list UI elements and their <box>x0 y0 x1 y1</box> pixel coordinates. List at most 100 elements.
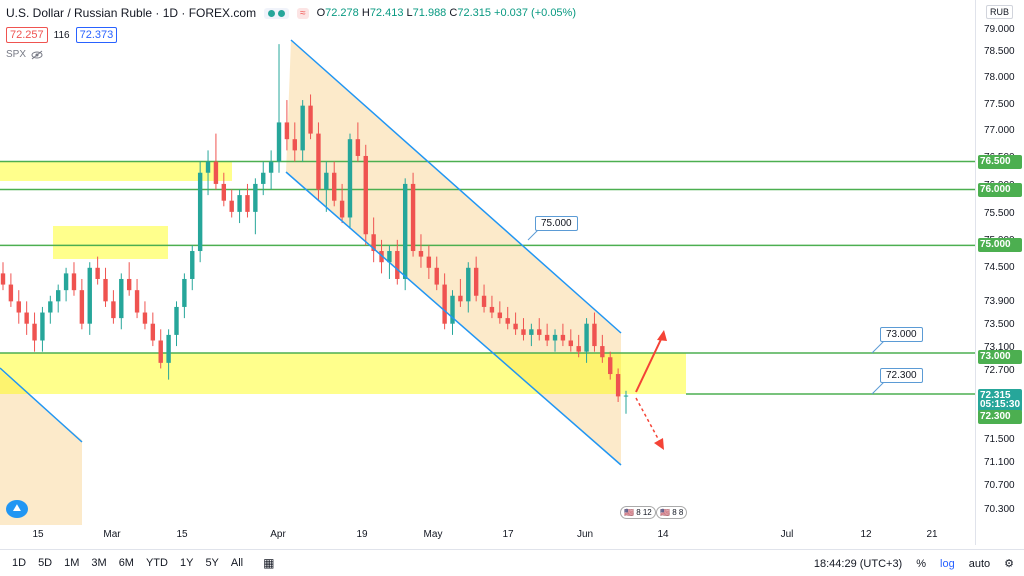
channel-upper-line <box>290 39 622 334</box>
candle <box>505 306 510 330</box>
candle-body <box>489 306 495 313</box>
candle-body <box>308 105 313 134</box>
bearish-arrow <box>635 397 663 447</box>
chart-area[interactable]: U.S. Dollar / Russian Ruble · 1D · FOREX… <box>0 0 975 545</box>
log-toggle[interactable]: log <box>940 557 955 570</box>
candle-body <box>103 278 108 302</box>
channel-lower-line <box>285 171 622 466</box>
candle-body <box>79 290 85 324</box>
candle-body <box>513 323 518 330</box>
candle-body <box>292 139 297 151</box>
candle-body <box>442 284 447 324</box>
price-chart[interactable] <box>0 0 975 525</box>
candle-body <box>537 329 542 335</box>
timeframe-button-3m[interactable]: 3M <box>91 557 107 569</box>
time-axis[interactable]: 15 Mar 15 Apr 19 May 17 Jun 14 Jul 12 21 <box>0 525 975 545</box>
price-tick-label: 78.500 <box>984 46 1015 57</box>
candle <box>324 161 329 212</box>
candle <box>158 329 163 369</box>
currency-label[interactable]: RUB <box>986 5 1014 19</box>
price-tick-label: 77.500 <box>984 99 1015 110</box>
clock[interactable]: 18:44:29 (UTC+3) <box>813 557 903 570</box>
timeframe-button-6m[interactable]: 6M <box>118 557 134 569</box>
settings-gear-icon[interactable]: ⚙ <box>1004 558 1014 570</box>
candle <box>379 239 384 274</box>
candle <box>87 262 92 335</box>
spread-value: 116 <box>53 29 70 41</box>
candle-body <box>237 195 242 212</box>
candle-body <box>544 334 550 341</box>
candle <box>584 318 589 363</box>
time-tick-label: 14 <box>657 529 669 540</box>
candle-body <box>276 122 282 162</box>
candle <box>205 150 211 196</box>
calendar-icon[interactable]: ▦ <box>263 556 275 570</box>
candle <box>63 267 69 302</box>
callout-75000[interactable]: 75.000 <box>535 216 578 231</box>
price-tick-label: 74.500 <box>984 262 1015 273</box>
indicator-legend: SPX <box>6 49 43 60</box>
candle <box>458 278 463 307</box>
candle-body <box>529 329 534 335</box>
time-tick-label: 15 <box>176 529 188 540</box>
candle-body <box>379 251 384 263</box>
timeframe-button-ytd[interactable]: YTD <box>145 557 168 569</box>
buy-price-button[interactable]: 72.373 <box>75 27 118 43</box>
timeframe-button-5y[interactable]: 5Y <box>205 557 219 569</box>
candle <box>276 44 282 173</box>
candle <box>268 150 274 190</box>
candle <box>182 273 187 319</box>
auto-toggle[interactable]: auto <box>968 557 991 570</box>
callout-73000[interactable]: 73.000 <box>880 327 923 342</box>
candle-body <box>576 346 581 352</box>
candle-body <box>8 284 14 302</box>
event-badge[interactable]: 🇺🇸 8 12 <box>620 506 656 519</box>
percent-toggle[interactable]: % <box>916 557 927 570</box>
price-tick-label: 79.000 <box>984 24 1015 35</box>
timeframe-button-1y[interactable]: 1Y <box>179 557 194 569</box>
candle-body <box>245 195 250 212</box>
candle-body <box>48 301 53 313</box>
bullish-arrowhead <box>657 330 667 341</box>
symbol-legend: U.S. Dollar / Russian Ruble · 1D · FOREX… <box>6 6 576 20</box>
candle-body <box>119 278 124 319</box>
price-tick-label: 71.500 <box>984 434 1015 445</box>
candle-body <box>142 312 148 324</box>
wave-icon[interactable]: ≈ <box>297 7 309 19</box>
candle <box>347 133 353 229</box>
candle <box>442 273 447 330</box>
candle-body <box>213 161 219 184</box>
candle <box>8 273 14 307</box>
candle-body <box>600 346 605 358</box>
callout-leader <box>871 340 885 354</box>
time-tick-label: 17 <box>502 529 514 540</box>
candle <box>142 301 148 330</box>
price-axis[interactable]: RUB 79.000 78.500 78.000 77.500 77.000 76.500… <box>975 0 1024 545</box>
time-tick-label: May <box>423 529 443 540</box>
candle-body <box>63 273 69 291</box>
candle <box>332 161 337 207</box>
price-tick-label: 73.100 <box>984 342 1015 353</box>
eye-off-icon[interactable] <box>31 50 43 60</box>
timeframe-button-1m[interactable]: 1M <box>64 557 80 569</box>
candle <box>363 144 368 246</box>
callout-72300[interactable]: 72.300 <box>880 368 923 383</box>
candle-body <box>426 256 432 268</box>
candle <box>473 256 479 302</box>
symbol-title[interactable]: U.S. Dollar / Russian Ruble · 1D · FOREX… <box>6 6 257 20</box>
candle <box>466 262 471 313</box>
candle-body <box>190 251 195 279</box>
timeframe-button-all[interactable]: All <box>230 557 244 569</box>
timeframe-button-5d[interactable]: 5D <box>38 557 53 569</box>
event-badge[interactable]: 🇺🇸 8 8 <box>656 506 688 519</box>
candle <box>552 329 558 352</box>
tradingview-logo[interactable]: ⛰ <box>6 500 28 518</box>
timeframe-button-1d[interactable]: 1D <box>12 557 27 569</box>
candle-body <box>205 161 211 173</box>
candle <box>521 318 526 341</box>
candle <box>355 122 361 162</box>
candle-body <box>521 329 526 335</box>
candle-body <box>410 183 416 252</box>
candle-body <box>111 301 116 319</box>
sell-price-button[interactable]: 72.257 <box>6 27 48 43</box>
